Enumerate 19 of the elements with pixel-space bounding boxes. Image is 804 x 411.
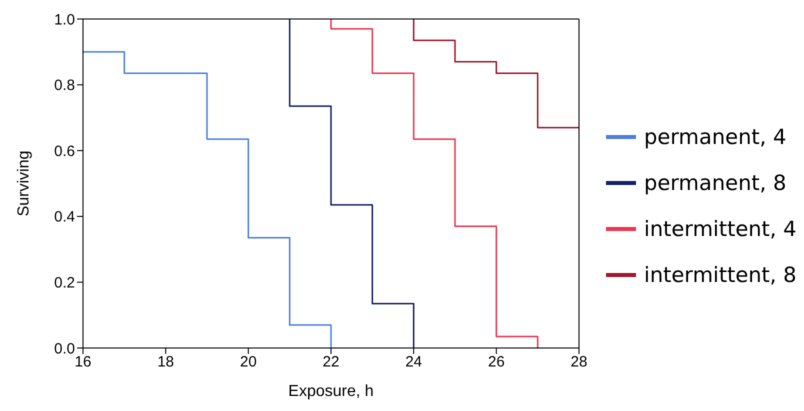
y-tick-label: 0.8 <box>54 77 75 94</box>
legend-label: intermittent, 8 <box>644 262 796 286</box>
legend-label: permanent, 4 <box>644 124 786 148</box>
y-axis-title: Surviving <box>16 150 33 216</box>
y-tick-label: 0.4 <box>54 208 75 226</box>
x-tick-label: 18 <box>157 354 174 371</box>
x-tick-label: 28 <box>570 354 588 371</box>
y-tick-label: 0.0 <box>54 340 75 358</box>
x-tick-label: 16 <box>74 354 92 371</box>
x-axis-title: Exposure, h <box>288 383 374 400</box>
x-tick-label: 24 <box>405 354 422 371</box>
y-tick-label: 0.6 <box>54 142 75 160</box>
y-tick-label: 1.0 <box>54 11 75 28</box>
legend-label: intermittent, 4 <box>644 216 796 240</box>
x-tick-label: 26 <box>488 354 505 371</box>
x-tick-label: 22 <box>322 354 340 371</box>
y-tick-label: 0.2 <box>54 274 75 292</box>
x-tick-label: 20 <box>240 354 257 371</box>
legend-label: permanent, 8 <box>644 170 786 194</box>
